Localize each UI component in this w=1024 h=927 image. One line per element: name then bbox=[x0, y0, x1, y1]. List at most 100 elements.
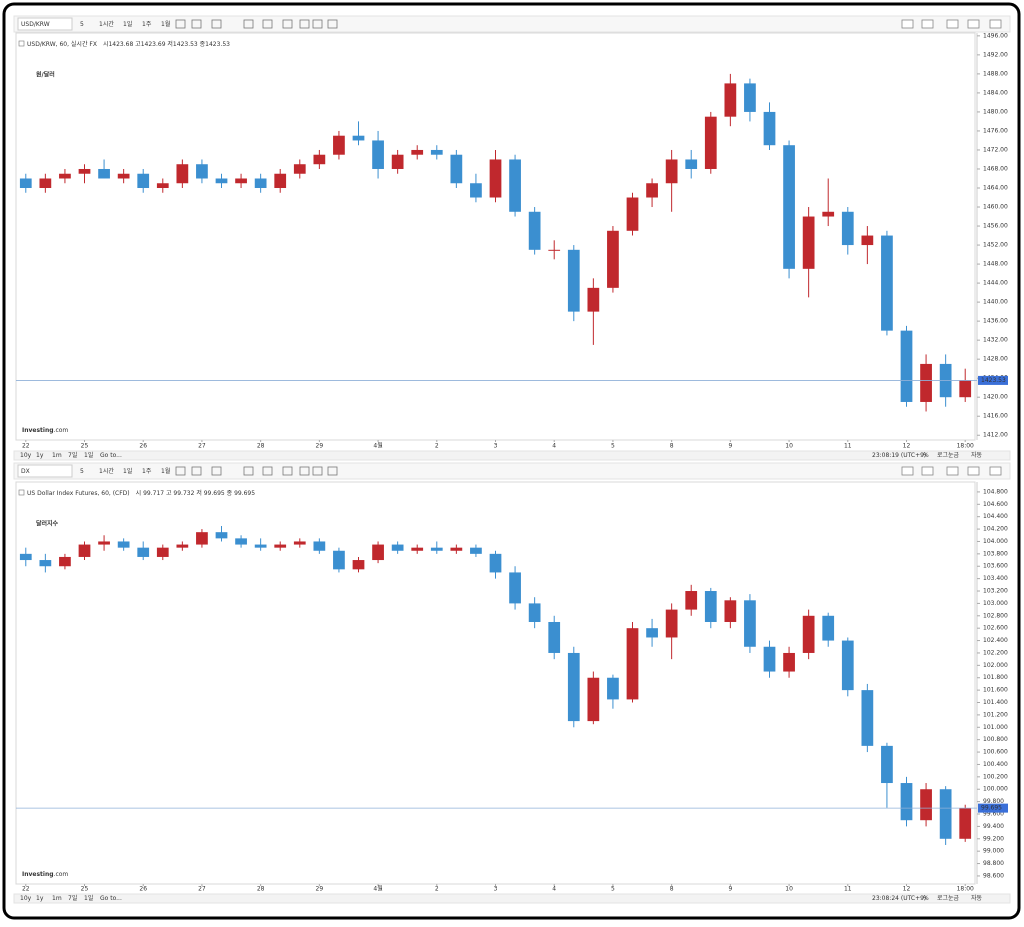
candle-body bbox=[254, 178, 267, 189]
x-tick-label: 4월 bbox=[373, 442, 382, 450]
x-tick-label: 9 bbox=[728, 886, 732, 893]
candle-body bbox=[176, 164, 189, 184]
interval-button[interactable]: 1시간 bbox=[99, 467, 114, 475]
interval-button[interactable]: 5 bbox=[80, 21, 84, 28]
tool-icon[interactable] bbox=[282, 19, 293, 29]
candle-body bbox=[841, 211, 854, 246]
tool-icon[interactable] bbox=[312, 466, 323, 476]
y-tick-label: 100.400 bbox=[983, 761, 1008, 768]
range-button[interactable]: 1y bbox=[36, 452, 44, 459]
tool-icon[interactable] bbox=[989, 19, 1002, 29]
candle-body bbox=[372, 544, 384, 561]
interval-button[interactable]: 1일 bbox=[123, 467, 132, 475]
interval-button[interactable]: 5 bbox=[80, 468, 84, 475]
tool-icon[interactable] bbox=[946, 19, 959, 29]
range-button[interactable]: 10y bbox=[20, 452, 32, 459]
tool-icon[interactable] bbox=[191, 466, 202, 476]
tool-icon[interactable] bbox=[175, 19, 186, 29]
candle-body bbox=[763, 646, 776, 672]
tool-icon[interactable] bbox=[901, 19, 914, 29]
tool-icon[interactable] bbox=[262, 19, 273, 29]
log-button[interactable]: 로그눈금 bbox=[937, 452, 960, 459]
candle-body bbox=[293, 164, 306, 174]
candle-body bbox=[939, 789, 952, 839]
header: US Dollar Index Futures, 60, (CFD) 시 99.7… bbox=[27, 489, 255, 497]
symbol-box[interactable] bbox=[17, 17, 73, 31]
interval-button[interactable]: 1일 bbox=[123, 20, 132, 28]
tool-icon[interactable] bbox=[191, 19, 202, 29]
tool-icon[interactable] bbox=[312, 19, 323, 29]
candle-body bbox=[254, 544, 267, 548]
y-tick-label: 103.400 bbox=[983, 575, 1008, 582]
symbol[interactable]: DX bbox=[21, 468, 30, 475]
candle-body bbox=[176, 544, 189, 548]
x-tick-label: 4 bbox=[552, 443, 556, 450]
percent-button[interactable]: % bbox=[923, 895, 929, 902]
range-button[interactable]: 10y bbox=[20, 895, 32, 902]
tool-icon[interactable] bbox=[211, 466, 222, 476]
y-tick-label: 102.200 bbox=[983, 649, 1008, 656]
candle-body bbox=[567, 249, 580, 312]
y-tick-label: 100.600 bbox=[983, 749, 1008, 756]
tool-icon[interactable] bbox=[967, 19, 980, 29]
candle-body bbox=[59, 556, 71, 567]
tool-icon[interactable] bbox=[989, 466, 1002, 476]
x-tick-label: 29 bbox=[316, 443, 324, 450]
log-button[interactable]: 로그눈금 bbox=[937, 895, 960, 902]
tool-icon[interactable] bbox=[946, 466, 959, 476]
percent-button[interactable]: % bbox=[923, 452, 929, 459]
last-price-box bbox=[978, 375, 1008, 385]
range-button[interactable]: 7일 bbox=[68, 894, 77, 902]
y-tick-label: 103.600 bbox=[983, 563, 1008, 570]
y-tick-label: 1488.00 bbox=[983, 70, 1008, 77]
x-tick-label: 10 bbox=[785, 886, 793, 893]
interval-button[interactable]: 1시간 bbox=[99, 20, 114, 28]
x-tick-label: 8 bbox=[670, 886, 674, 893]
tool-icon[interactable] bbox=[327, 466, 338, 476]
range-button[interactable]: 1일 bbox=[84, 451, 93, 459]
range-button[interactable]: Go to... bbox=[100, 452, 122, 459]
symbol[interactable]: USD/KRW bbox=[21, 21, 50, 28]
tool-icon[interactable] bbox=[901, 466, 914, 476]
interval-button[interactable]: 1주 bbox=[142, 468, 152, 475]
interval-button[interactable]: 1월 bbox=[161, 20, 170, 28]
tool-icon[interactable] bbox=[282, 466, 293, 476]
tool-icon[interactable] bbox=[175, 466, 186, 476]
tool-icon[interactable] bbox=[921, 466, 934, 476]
auto-button[interactable]: 자동 bbox=[971, 451, 983, 459]
tool-icon[interactable] bbox=[243, 19, 254, 29]
tool-icon[interactable] bbox=[243, 466, 254, 476]
interval-button[interactable]: 1월 bbox=[161, 467, 170, 475]
candle-body bbox=[156, 547, 169, 557]
range-button[interactable]: 7일 bbox=[68, 451, 77, 459]
tool-icon[interactable] bbox=[921, 19, 934, 29]
x-tick-label: 25 bbox=[81, 443, 89, 450]
interval-button[interactable]: 1주 bbox=[142, 21, 152, 28]
logo: Investing.com bbox=[22, 871, 68, 878]
candle-body bbox=[900, 330, 913, 402]
y-tick-label: 99.200 bbox=[983, 835, 1004, 842]
range-button[interactable]: 1m bbox=[52, 452, 62, 459]
y-tick-label: 1412.00 bbox=[983, 432, 1008, 439]
candle-body bbox=[450, 154, 463, 184]
chart-title: 원/달러 bbox=[36, 71, 55, 79]
range-button[interactable]: 1일 bbox=[84, 894, 93, 902]
tool-icon[interactable] bbox=[299, 466, 310, 476]
auto-button[interactable]: 자동 bbox=[971, 894, 983, 902]
y-tick-label: 1472.00 bbox=[983, 146, 1008, 153]
y-tick-label: 1484.00 bbox=[983, 89, 1008, 96]
plot-area bbox=[15, 481, 976, 885]
tool-icon[interactable] bbox=[299, 19, 310, 29]
symbol-box[interactable] bbox=[17, 464, 73, 478]
candle-body bbox=[470, 183, 482, 198]
tool-icon[interactable] bbox=[262, 466, 273, 476]
bottom-bar bbox=[13, 450, 1011, 461]
range-button[interactable]: 1y bbox=[36, 895, 44, 902]
tool-icon[interactable] bbox=[327, 19, 338, 29]
tool-icon[interactable] bbox=[967, 466, 980, 476]
last-price-label: 1423.53 bbox=[981, 377, 1006, 384]
tool-icon[interactable] bbox=[211, 19, 222, 29]
candle-body bbox=[744, 600, 756, 647]
range-button[interactable]: Go to... bbox=[100, 895, 122, 902]
range-button[interactable]: 1m bbox=[52, 895, 62, 902]
